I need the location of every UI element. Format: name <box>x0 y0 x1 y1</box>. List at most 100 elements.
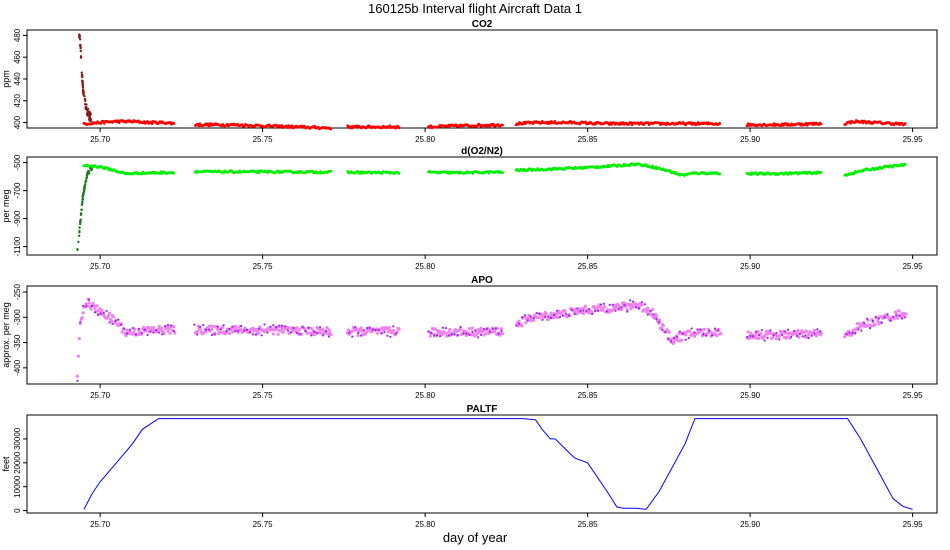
data-point-apo <box>785 335 789 339</box>
data-point-apo-edge <box>877 317 880 320</box>
data-point-apo-edge <box>304 329 307 332</box>
data-point-apo <box>680 338 684 342</box>
data-point-co2-early <box>79 49 82 53</box>
data-point-apo <box>646 306 650 310</box>
data-point-apo-edge <box>245 328 249 331</box>
data-point-apo-edge <box>810 334 813 337</box>
data-point-apo <box>647 309 651 313</box>
data-point-apo <box>136 332 140 337</box>
data-point-apo-edge <box>699 328 702 331</box>
data-point-apo-edge <box>260 334 263 337</box>
data-point-apo <box>350 329 354 333</box>
data-point-apo <box>873 322 877 327</box>
data-point-apo-edge <box>564 312 567 315</box>
data-point-apo <box>467 327 471 331</box>
data-point-co2-early <box>79 46 82 50</box>
x-tick-label-o2n2: 25.95 <box>903 262 924 271</box>
y-tick-label-co2: 420 <box>13 94 22 108</box>
data-point-apo-edge <box>427 330 430 333</box>
data-point-apo <box>91 301 95 305</box>
data-point-apo <box>448 327 452 332</box>
data-point-apo <box>211 324 215 329</box>
data-point-o2n2-early <box>81 197 85 200</box>
data-point-apo-edge <box>687 337 690 340</box>
data-point-apo <box>688 329 692 333</box>
data-point-apo <box>657 318 662 322</box>
data-point-apo-edge <box>863 322 866 325</box>
data-point-apo <box>196 324 200 328</box>
data-point-apo-edge <box>766 336 769 339</box>
data-point-apo-edge <box>79 320 82 324</box>
data-point-o2n2 <box>903 162 907 166</box>
y-tick-label-co2: 460 <box>13 50 22 64</box>
data-point-apo <box>756 330 760 334</box>
x-tick-label-paltf: 25.90 <box>740 520 761 529</box>
data-point-apo-edge <box>614 309 617 312</box>
data-point-apo <box>667 330 671 334</box>
data-point-apo-edge <box>117 318 120 321</box>
data-point-apo-edge <box>544 315 547 319</box>
data-point-apo <box>376 331 380 335</box>
data-point-co2 <box>849 121 852 125</box>
data-point-apo <box>769 331 773 336</box>
data-point-apo-edge <box>623 304 626 307</box>
data-point-apo <box>195 329 199 333</box>
y-axis-label-paltf: feet <box>1 456 11 472</box>
panel-title-apo: APO <box>471 275 493 286</box>
data-point-apo-edge <box>354 326 357 329</box>
data-point-apo <box>532 318 536 322</box>
data-point-apo-edge <box>105 309 108 313</box>
data-point-apo-edge <box>164 325 167 328</box>
data-point-apo-edge <box>468 333 471 336</box>
data-point-apo <box>391 328 395 333</box>
data-point-apo-edge <box>257 327 260 330</box>
data-point-apo <box>81 311 85 315</box>
data-point-apo <box>753 334 757 338</box>
x-tick-label-co2: 25.80 <box>415 135 436 144</box>
data-point-apo <box>555 311 559 316</box>
data-point-apo-edge <box>868 327 872 330</box>
data-point-apo <box>749 331 753 335</box>
data-point-apo-edge <box>319 326 322 329</box>
y-axis-label-co2: ppm <box>1 70 11 88</box>
data-point-apo <box>107 311 112 315</box>
data-point-apo <box>444 331 448 335</box>
data-point-apo-edge <box>763 339 766 342</box>
data-point-apo-edge <box>327 335 331 338</box>
panel-frame-apo <box>26 285 938 385</box>
data-point-apo-edge <box>898 314 901 317</box>
data-point-apo-edge <box>459 325 462 329</box>
data-point-apo <box>370 329 374 334</box>
data-point-apo <box>583 304 587 308</box>
data-point-apo <box>286 325 290 330</box>
data-point-apo-edge <box>360 334 363 337</box>
data-point-apo <box>523 315 527 319</box>
data-point-apo-edge <box>108 321 111 324</box>
data-point-apo <box>162 331 166 336</box>
panel-title-o2n2: d(O2/N2) <box>461 146 503 157</box>
data-point-apo-edge <box>196 333 199 336</box>
data-point-o2n2-early <box>77 240 80 244</box>
data-point-apo-edge <box>456 333 459 337</box>
data-point-apo-edge <box>169 324 173 327</box>
data-point-co2-early <box>83 95 86 98</box>
data-point-apo <box>797 335 801 339</box>
data-point-co2-early <box>82 91 86 94</box>
data-point-o2n2 <box>329 169 333 173</box>
data-point-co2 <box>207 124 211 128</box>
data-point-apo-edge <box>582 309 585 312</box>
data-point-apo <box>155 330 159 334</box>
data-point-o2n2-early <box>81 202 84 205</box>
data-point-apo <box>651 307 655 311</box>
y-tick-label-paltf: 0 <box>13 508 22 513</box>
data-point-apo-edge <box>348 331 351 334</box>
data-point-apo <box>76 354 80 358</box>
data-point-apo-edge <box>453 333 456 336</box>
data-point-o2n2-early <box>80 208 83 211</box>
data-point-o2n2-early <box>80 212 83 215</box>
y-tick-label-o2n2: -900 <box>13 210 22 227</box>
data-point-o2n2-early <box>78 231 81 234</box>
data-point-apo <box>746 330 750 334</box>
data-point-apo <box>904 312 908 316</box>
